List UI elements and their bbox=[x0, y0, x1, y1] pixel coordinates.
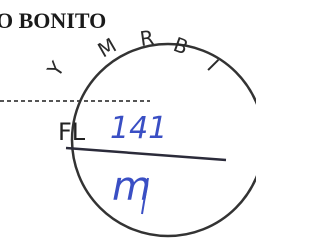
folio-label: FL bbox=[58, 118, 86, 146]
signature: m bbox=[112, 164, 151, 210]
stamp-scan: O BONITO Y M R B I FL 141 m bbox=[0, 0, 256, 243]
folio-number: 141 bbox=[110, 111, 167, 146]
header-text: O BONITO bbox=[0, 8, 106, 33]
